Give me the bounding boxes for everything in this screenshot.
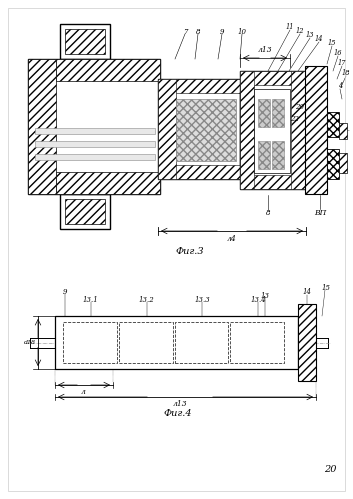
Bar xyxy=(240,71,305,189)
Text: л: л xyxy=(80,388,85,396)
Text: 9: 9 xyxy=(63,288,67,296)
Text: 13.2: 13.2 xyxy=(139,296,155,304)
Text: 13: 13 xyxy=(261,292,269,300)
Bar xyxy=(291,71,305,189)
Text: л13: л13 xyxy=(258,46,272,54)
Bar xyxy=(298,304,316,381)
Text: 20: 20 xyxy=(295,103,305,111)
Bar xyxy=(28,59,56,194)
Text: 16: 16 xyxy=(334,49,342,57)
Bar xyxy=(35,128,155,134)
Text: 20: 20 xyxy=(324,465,336,474)
Bar xyxy=(35,141,155,147)
Text: Фиг.3: Фиг.3 xyxy=(176,247,204,255)
Text: Фиг.4: Фиг.4 xyxy=(164,409,192,418)
Bar xyxy=(305,66,327,194)
Text: 15: 15 xyxy=(328,39,336,47)
Text: 17: 17 xyxy=(338,59,346,67)
Text: 13.3: 13.3 xyxy=(195,296,210,304)
Bar xyxy=(258,99,270,127)
Bar xyxy=(28,59,160,194)
Bar xyxy=(60,194,110,229)
Bar xyxy=(65,29,105,54)
Text: ВП: ВП xyxy=(314,209,326,217)
Text: d18: d18 xyxy=(24,340,36,345)
Text: 12: 12 xyxy=(296,27,304,35)
Text: 13.1: 13.1 xyxy=(83,296,99,304)
Text: 8: 8 xyxy=(266,209,270,217)
Text: 10: 10 xyxy=(238,28,246,36)
Bar xyxy=(56,172,160,194)
Text: 14: 14 xyxy=(315,35,323,43)
Text: 9: 9 xyxy=(220,28,224,36)
Bar xyxy=(272,141,284,169)
Bar xyxy=(65,199,105,224)
Bar xyxy=(254,89,290,173)
Text: 11: 11 xyxy=(286,23,294,31)
Text: 13: 13 xyxy=(306,31,314,39)
Text: 18: 18 xyxy=(342,69,350,77)
Bar xyxy=(258,141,270,169)
Bar xyxy=(56,59,160,81)
Text: л13: л13 xyxy=(173,400,187,408)
Bar xyxy=(60,24,110,59)
Text: 4: 4 xyxy=(338,82,342,90)
Bar xyxy=(339,123,347,139)
Bar xyxy=(327,149,339,179)
Bar xyxy=(158,79,240,93)
Bar xyxy=(158,79,176,179)
Text: 7: 7 xyxy=(183,28,187,36)
Text: 8: 8 xyxy=(196,28,200,36)
Bar xyxy=(158,79,240,179)
Bar xyxy=(35,154,155,160)
Bar xyxy=(55,316,298,369)
Bar xyxy=(240,71,305,85)
Bar xyxy=(158,165,240,179)
Text: 22: 22 xyxy=(291,115,299,123)
Bar xyxy=(339,153,347,173)
Text: 14: 14 xyxy=(303,288,311,296)
Bar xyxy=(176,99,236,161)
Text: 13.4: 13.4 xyxy=(250,296,266,304)
Bar xyxy=(240,71,254,189)
Text: л4: л4 xyxy=(227,235,237,243)
Bar xyxy=(272,99,284,127)
Text: 15: 15 xyxy=(322,284,330,292)
Bar xyxy=(327,112,339,137)
Bar xyxy=(240,175,305,189)
